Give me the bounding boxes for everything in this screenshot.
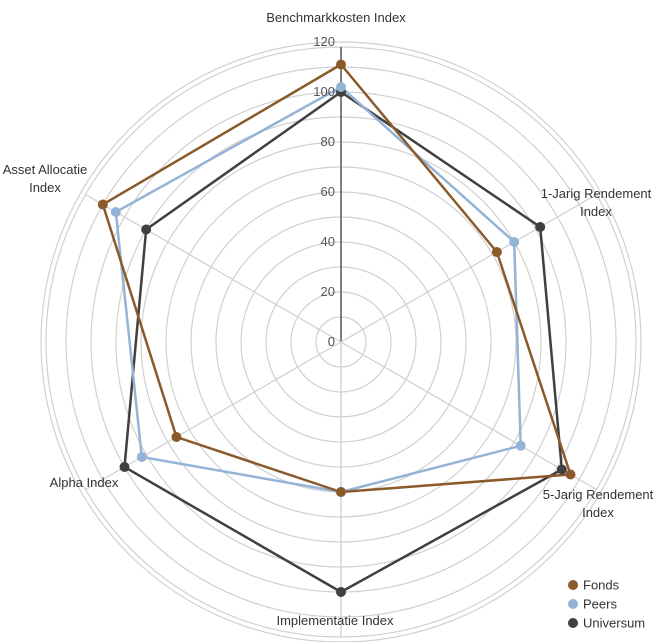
tick-label: 40 [321, 234, 335, 249]
legend: Fonds Peers Universum [568, 578, 645, 631]
axis-label: Alpha Index [50, 475, 119, 490]
axis-spoke [340, 341, 597, 491]
axis-spoke [85, 193, 342, 343]
tick-label: 20 [321, 284, 335, 299]
tick-label: 0 [328, 334, 335, 349]
data-point [110, 207, 121, 217]
axis-label: 1-Jarig Rendement Index [541, 186, 652, 219]
data-point [565, 469, 576, 480]
data-point [336, 587, 346, 597]
legend-marker [568, 599, 578, 609]
tick-label: 120 [313, 34, 335, 49]
data-point [535, 222, 546, 232]
legend-label: Universum [583, 616, 645, 631]
data-point [491, 247, 502, 257]
axis-spoke [340, 193, 597, 343]
data-point [509, 237, 520, 247]
data-series [97, 59, 576, 597]
data-point [136, 452, 147, 462]
radial-tick-labels: 0 20 40 60 80 100 120 [313, 34, 335, 349]
data-point [556, 464, 567, 475]
axis-label: Benchmarkkosten Index [266, 10, 406, 25]
axis-label: Asset Allocatie Index [3, 162, 88, 195]
legend-marker [568, 580, 578, 590]
series-line [101, 63, 572, 494]
data-point [336, 82, 346, 92]
tick-label: 80 [321, 134, 335, 149]
axis-label: 5-Jarig Rendement Index [543, 487, 654, 520]
data-point [171, 432, 182, 442]
legend-label: Peers [583, 597, 617, 612]
grid-ring [40, 41, 642, 642]
tick-label: 100 [313, 84, 335, 99]
axis-label: Implementatie Index [276, 613, 394, 628]
data-point [119, 462, 130, 472]
data-point [336, 59, 346, 70]
data-point [97, 199, 108, 210]
legend-marker [568, 618, 578, 628]
tick-label: 60 [321, 184, 335, 199]
series-line [114, 85, 522, 494]
legend-label: Fonds [583, 578, 620, 593]
axis-spokes [85, 47, 597, 637]
data-point [141, 224, 152, 235]
data-point [336, 487, 346, 497]
data-point [515, 440, 526, 451]
axis-labels: Benchmarkkosten Index 1-Jarig Rendement In… [3, 10, 654, 628]
